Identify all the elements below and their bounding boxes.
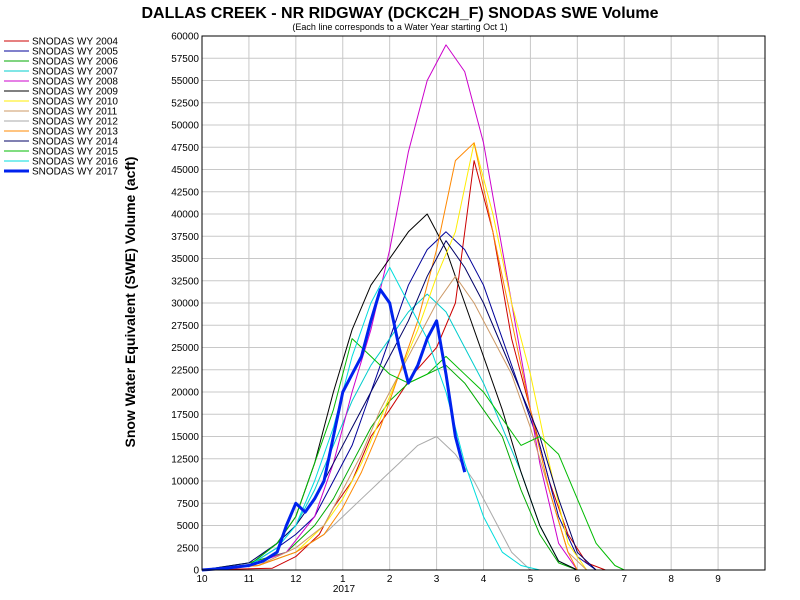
legend-entry: SNODAS WY 2008 — [32, 77, 118, 88]
series-layer — [201, 44, 625, 572]
legend-entry: SNODAS WY 2004 — [32, 37, 118, 48]
plot-frame — [201, 35, 766, 571]
y-tick-label: 47500 — [171, 143, 199, 154]
y-tick-label: 15000 — [171, 432, 199, 443]
y-tick-label: 45000 — [171, 165, 199, 176]
y-tick-label: 37500 — [171, 232, 199, 243]
y-tick-labels: 0 2500 5000 7500 10000 12500 15000 17500 20000 22… — [171, 32, 199, 577]
y-tick-label: 10000 — [171, 477, 199, 488]
y-tick-label: 5000 — [177, 521, 200, 532]
series-line — [201, 240, 597, 571]
x-year-label: 2017 — [333, 584, 356, 595]
y-tick-label: 55000 — [171, 76, 199, 87]
series-line — [201, 142, 588, 571]
legend-entry: SNODAS WY 2010 — [32, 97, 118, 108]
y-tick-label: 60000 — [171, 32, 199, 43]
x-tick-labels: 10 11 12 1 2 3 4 5 6 7 8 9 — [196, 574, 721, 585]
x-tick-label: 3 — [434, 574, 440, 585]
y-tick-label: 57500 — [171, 54, 199, 65]
grid — [201, 35, 765, 571]
y-tick-label: 52500 — [171, 98, 199, 109]
x-tick-label: 8 — [668, 574, 674, 585]
legend-entry: SNODAS WY 2007 — [32, 67, 118, 78]
y-tick-label: 17500 — [171, 410, 199, 421]
y-tick-label: 22500 — [171, 365, 199, 376]
series-line — [201, 231, 597, 571]
y-tick-label: 2500 — [177, 543, 200, 554]
x-tick-label: 2 — [387, 574, 393, 585]
y-tick-label: 42500 — [171, 187, 199, 198]
y-axis-label: Snow Water Equivalent (SWE) Volume (acft… — [122, 157, 138, 448]
series-line — [201, 288, 467, 572]
y-tick-label: 32500 — [171, 276, 199, 287]
x-tick-label: 9 — [715, 574, 721, 585]
y-tick-label: 0 — [193, 566, 199, 577]
y-tick-label: 7500 — [177, 499, 200, 510]
x-tick-label: 7 — [621, 574, 627, 585]
series-line — [201, 266, 540, 571]
x-tick-label: 4 — [481, 574, 487, 585]
legend-entry: SNODAS WY 2015 — [32, 147, 118, 158]
series-line — [201, 44, 578, 571]
series-line — [201, 275, 588, 571]
legend-entry: SNODAS WY 2014 — [32, 137, 118, 148]
y-tick-label: 12500 — [171, 454, 199, 465]
legend-entry: SNODAS WY 2017 — [32, 167, 118, 178]
x-tick-label: 11 — [244, 574, 255, 585]
legend-entry: SNODAS WY 2006 — [32, 57, 118, 68]
legend-entry: SNODAS WY 2012 — [32, 117, 118, 128]
y-tick-label: 40000 — [171, 210, 199, 221]
series-line — [201, 142, 578, 571]
y-tick-label: 30000 — [171, 299, 199, 310]
legend-entry: SNODAS WY 2013 — [32, 127, 118, 138]
y-tick-label: 20000 — [171, 388, 199, 399]
legend-entry: SNODAS WY 2005 — [32, 47, 118, 58]
x-tick-label: 1 — [340, 574, 346, 585]
legend-entry: SNODAS WY 2016 — [32, 157, 118, 168]
chart-subtitle: (Each line corresponds to a Water Year s… — [292, 22, 507, 32]
x-tick-label: 6 — [575, 574, 581, 585]
x-tick-label: 10 — [196, 574, 208, 585]
chart-title: DALLAS CREEK - NR RIDGWAY (DCKC2H_F) SNO… — [141, 5, 658, 22]
y-tick-label: 27500 — [171, 321, 199, 332]
legend-entry: SNODAS WY 2009 — [32, 87, 118, 98]
y-tick-label: 25000 — [171, 343, 199, 354]
y-tick-label: 35000 — [171, 254, 199, 265]
x-tick-label: 12 — [290, 574, 302, 585]
y-tick-label: 50000 — [171, 121, 199, 132]
x-tick-label: 5 — [528, 574, 534, 585]
legend-entry: SNODAS WY 2011 — [32, 107, 118, 118]
